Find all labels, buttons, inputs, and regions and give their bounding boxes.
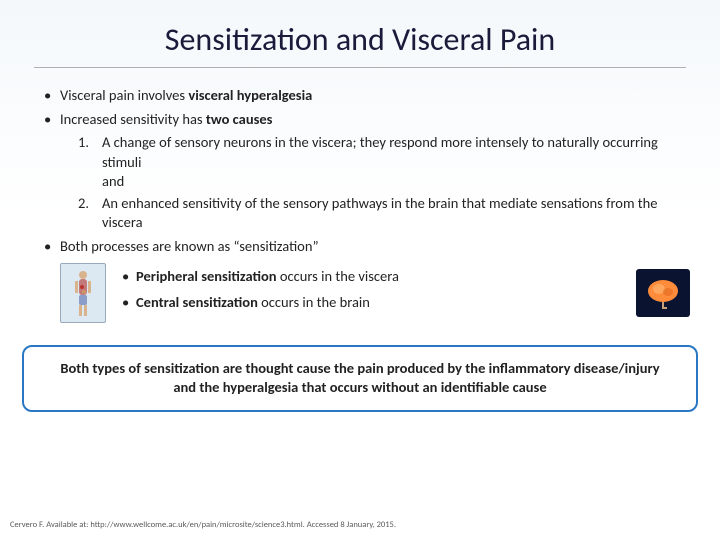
text-fragment: Increased sensitivity has xyxy=(60,110,206,128)
text-fragment: occurs in the viscera xyxy=(277,267,399,285)
cause-1-text: A change of sensory neurons in the visce… xyxy=(102,133,658,171)
slide-title: Sensitization and Visceral Pain xyxy=(0,0,720,67)
body-icon xyxy=(68,268,98,318)
text-fragment: Visceral pain involves xyxy=(60,86,188,104)
content-area: Visceral pain involves visceral hyperalg… xyxy=(0,86,720,323)
bullet-sensitization: Both processes are known as “sensitizati… xyxy=(38,237,690,257)
cause-1: A change of sensory neurons in the visce… xyxy=(78,133,690,192)
brain-icon xyxy=(643,276,683,310)
brain-image xyxy=(636,269,690,317)
main-bullets: Visceral pain involves visceral hyperalg… xyxy=(38,86,690,257)
cause-2: An enhanced sensitivity of the sensory p… xyxy=(78,194,690,233)
text-bold: two causes xyxy=(206,110,273,128)
cause-list: A change of sensory neurons in the visce… xyxy=(78,133,690,233)
text-bold: visceral hyperalgesia xyxy=(188,86,312,104)
callout-box: Both types of sensitization are thought … xyxy=(22,345,698,412)
citation: Cervero F. Available at: http://www.well… xyxy=(10,520,396,530)
sensitization-row: Peripheral sensitization occurs in the v… xyxy=(60,263,690,323)
text-fragment: occurs in the brain xyxy=(258,293,370,311)
sensitization-types: Peripheral sensitization occurs in the v… xyxy=(118,267,624,318)
bullet-hyperalgesia: Visceral pain involves visceral hyperalg… xyxy=(38,86,690,106)
body-image xyxy=(60,263,106,323)
title-divider xyxy=(34,67,686,68)
bullet-two-causes: Increased sensitivity has two causes A c… xyxy=(38,110,690,233)
peripheral-line: Peripheral sensitization occurs in the v… xyxy=(118,267,624,287)
text-bold: Peripheral sensitization xyxy=(136,267,277,285)
central-line: Central sensitization occurs in the brai… xyxy=(118,293,624,313)
and-text: and xyxy=(102,172,690,192)
text-bold: Central sensitization xyxy=(136,293,258,311)
slide: Sensitization and Visceral Pain Visceral… xyxy=(0,0,720,540)
